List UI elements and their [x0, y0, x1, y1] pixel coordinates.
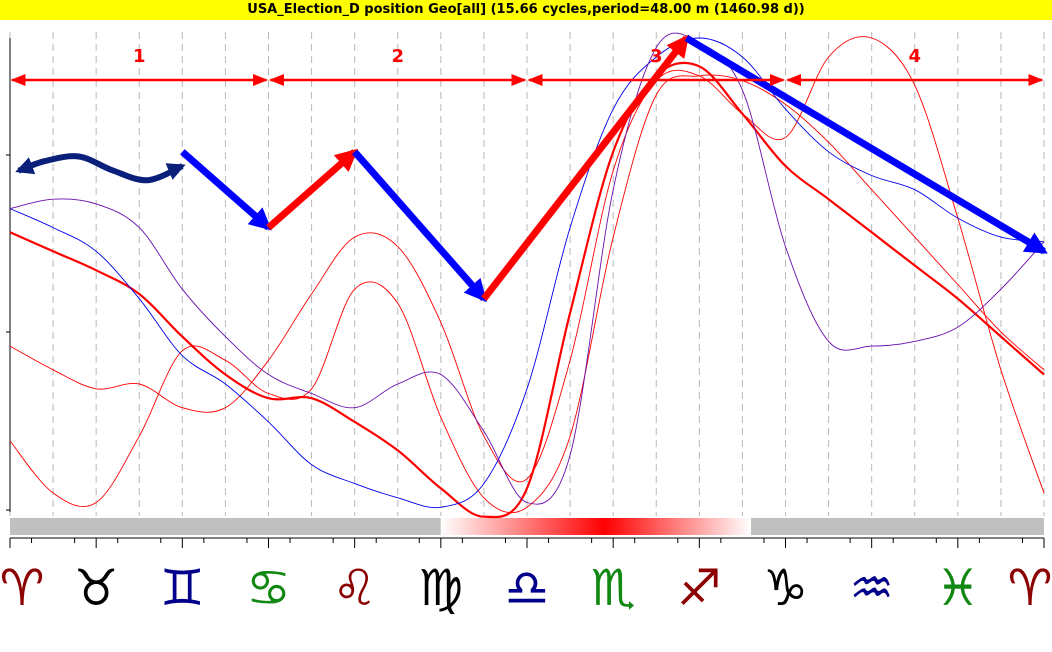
sideways-wave-arrow	[15, 153, 186, 184]
intensity-bar-gray-left	[10, 518, 441, 535]
series-line-thin-red-2	[9, 36, 1045, 494]
intensity-bar	[10, 518, 1044, 535]
x-tick-label-zodiac: ♉	[74, 559, 119, 617]
segment-label: 3	[650, 46, 663, 67]
intensity-bar-gray-right	[751, 518, 1044, 535]
axes	[6, 38, 1044, 539]
grid-lines	[9, 32, 1045, 516]
trend-arrows	[15, 34, 1048, 303]
x-tick-label-zodiac: ♋	[246, 559, 291, 617]
x-tick-label-zodiac: ♓	[935, 559, 980, 617]
x-axis-ticks: ♈ ♉ ♊ ♋ ♌ ♍ ♎ ♏ ♐ ♑ ♒ ♓ ♈	[0, 538, 1052, 617]
x-tick-label-zodiac: ♑	[763, 559, 808, 617]
x-tick-label-zodiac: ♎	[505, 559, 550, 617]
series-line-thin-blue	[9, 37, 1045, 509]
cycle-chart: 1 2 3 4 ♈ ♉ ♊ ♋ ♌ ♍ ♎ ♏ ♐ ♑ ♒ ♓ ♈	[0, 32, 1052, 617]
x-tick-label-zodiac: ♈	[1008, 559, 1052, 617]
trend-arrow	[266, 148, 359, 231]
x-tick-label-zodiac: ♌	[332, 559, 377, 617]
x-tick-label-zodiac: ♒	[849, 559, 894, 617]
trend-arrow	[684, 34, 1048, 255]
chart-title: USA_Election_D position Geo[all] (15.66 …	[0, 0, 1052, 20]
trend-arrow	[180, 149, 272, 231]
segment-markers: 1 2 3 4	[10, 46, 1044, 86]
x-tick-label-zodiac: ♈	[0, 559, 44, 617]
trend-arrow	[352, 149, 487, 303]
x-tick-label-zodiac: ♊	[160, 559, 205, 617]
intensity-bar-hot	[440, 518, 752, 535]
x-tick-label-zodiac: ♐	[677, 559, 722, 617]
segment-label: 1	[133, 46, 146, 67]
segment-label: 2	[391, 46, 404, 67]
series-layer	[9, 32, 1045, 519]
segment-label: 4	[908, 46, 921, 67]
series-line-thick-red	[9, 61, 1045, 519]
series-line-thin-red-1	[9, 74, 1045, 514]
x-tick-label-zodiac: ♏	[591, 559, 636, 617]
x-tick-label-zodiac: ♍	[418, 559, 463, 617]
series-line-thin-purple	[9, 32, 1045, 505]
